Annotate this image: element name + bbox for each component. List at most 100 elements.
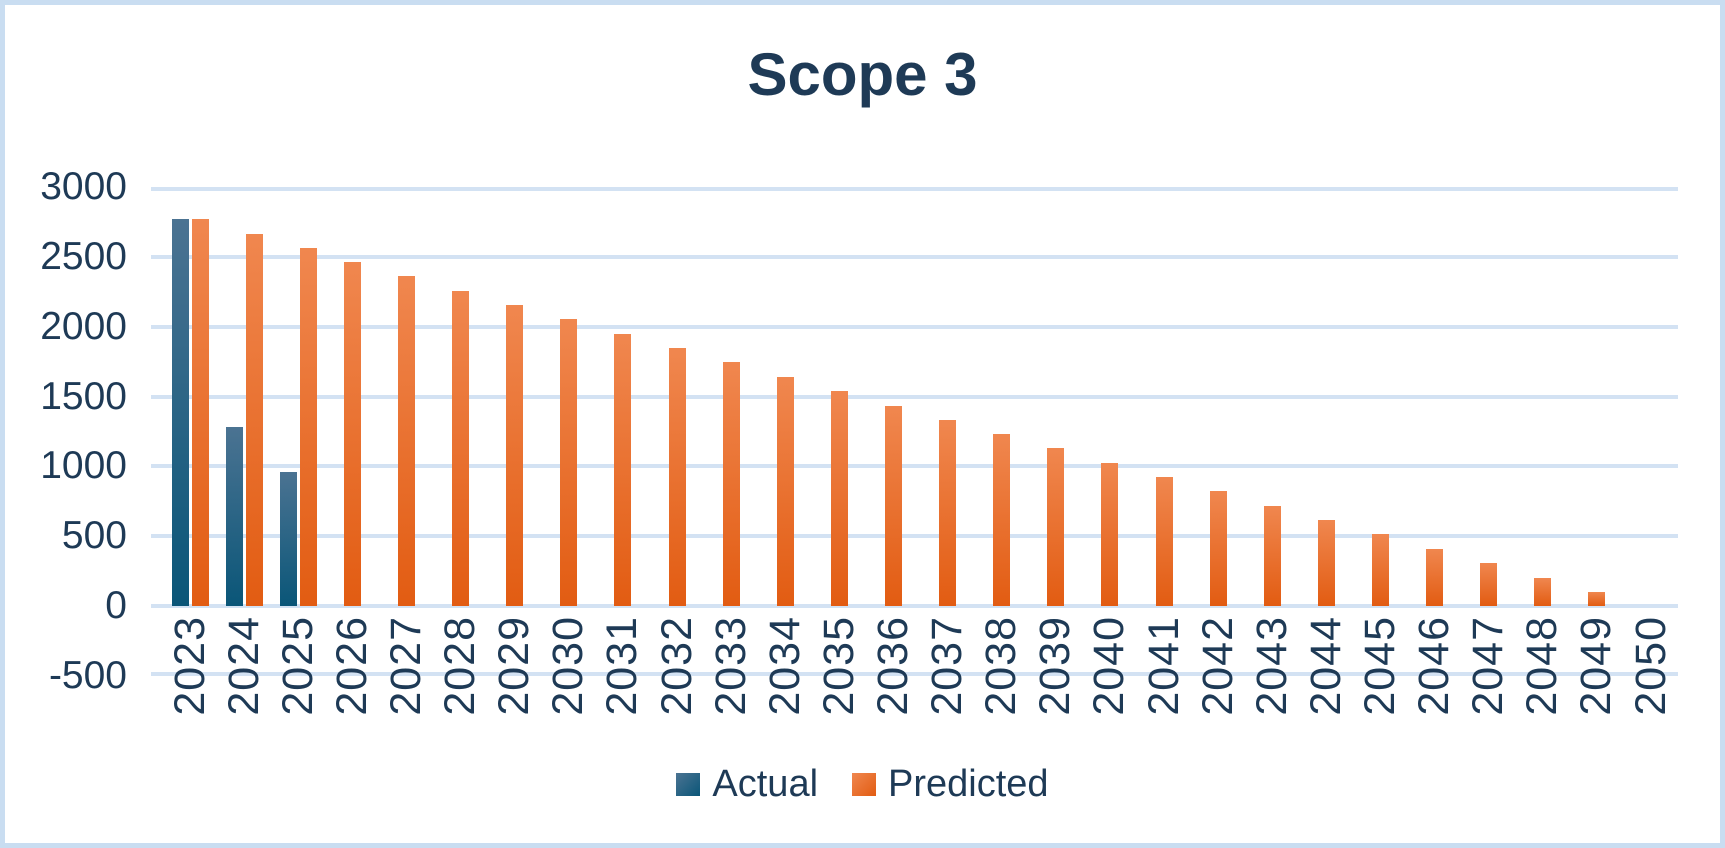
bar-predicted bbox=[1371, 534, 1389, 607]
x-axis-label-slot: 2024 bbox=[217, 616, 271, 716]
x-axis-label-slot: 2029 bbox=[488, 616, 542, 716]
bars-row bbox=[163, 187, 1678, 607]
legend-label-predicted: Predicted bbox=[888, 763, 1049, 805]
y-axis-tick bbox=[151, 324, 163, 329]
x-axis-label: 2033 bbox=[706, 616, 755, 716]
bar-predicted bbox=[614, 333, 632, 607]
category-group bbox=[758, 187, 812, 607]
category-group bbox=[163, 187, 217, 607]
x-axis-label: 2036 bbox=[868, 616, 917, 716]
category-group bbox=[542, 187, 596, 607]
bar-predicted bbox=[1047, 448, 1065, 607]
category-group bbox=[650, 187, 704, 607]
category-group bbox=[1570, 187, 1624, 607]
x-axis-label-slot: 2032 bbox=[650, 616, 704, 716]
x-axis-label: 2026 bbox=[327, 616, 376, 716]
x-axis-label-slot: 2031 bbox=[596, 616, 650, 716]
x-axis-label: 2040 bbox=[1085, 616, 1134, 716]
y-axis-label: 0 bbox=[105, 584, 127, 628]
x-axis-label-slot: 2044 bbox=[1299, 616, 1353, 716]
y-axis-tick bbox=[151, 394, 163, 399]
x-axis-label-slot: 2038 bbox=[975, 616, 1029, 716]
x-axis-label: 2034 bbox=[760, 616, 809, 716]
category-group bbox=[1353, 187, 1407, 607]
x-axis-label: 2042 bbox=[1193, 616, 1242, 716]
legend-swatch-actual-icon bbox=[676, 773, 701, 796]
gridline bbox=[163, 464, 1678, 469]
y-axis-label: 1000 bbox=[40, 444, 127, 488]
y-axis-label: 500 bbox=[61, 514, 127, 558]
x-axis-label-slot: 2040 bbox=[1083, 616, 1137, 716]
category-group bbox=[1408, 187, 1462, 607]
x-axis-label-slot: 2033 bbox=[704, 616, 758, 716]
y-axis-tick bbox=[151, 464, 163, 469]
bar-predicted bbox=[993, 434, 1011, 607]
bar-predicted bbox=[1155, 477, 1173, 607]
x-axis-label-slot: 2039 bbox=[1029, 616, 1083, 716]
category-group bbox=[975, 187, 1029, 607]
category-group bbox=[1191, 187, 1245, 607]
x-axis-label-slot: 2041 bbox=[1137, 616, 1191, 716]
y-axis-label: 1500 bbox=[40, 374, 127, 418]
x-axis-label: 2046 bbox=[1410, 616, 1459, 716]
category-group bbox=[1516, 187, 1570, 607]
bar-predicted bbox=[722, 362, 740, 607]
x-axis-label: 2031 bbox=[598, 616, 647, 716]
bar-predicted bbox=[668, 348, 686, 607]
bar-predicted bbox=[191, 219, 209, 607]
x-axis-label: 2045 bbox=[1355, 616, 1404, 716]
plot-area bbox=[151, 187, 1678, 676]
y-axis-label: -500 bbox=[48, 654, 127, 697]
bar-predicted bbox=[1480, 563, 1498, 607]
gridline bbox=[163, 394, 1678, 399]
bar-predicted bbox=[1588, 591, 1606, 607]
x-axis-label-slot: 2048 bbox=[1516, 616, 1570, 716]
legend-item-predicted: Predicted bbox=[852, 763, 1049, 806]
y-axis-tick bbox=[151, 604, 163, 609]
category-group bbox=[217, 187, 271, 607]
bar-predicted bbox=[884, 405, 902, 607]
bar-predicted bbox=[776, 376, 794, 607]
gridline bbox=[163, 254, 1678, 259]
x-axis-label-slot: 2037 bbox=[921, 616, 975, 716]
bar-actual bbox=[171, 219, 189, 607]
x-axis-label: 2028 bbox=[436, 616, 485, 716]
bar-predicted bbox=[343, 262, 361, 607]
x-axis-label: 2050 bbox=[1626, 616, 1675, 716]
y-axis-label: 2000 bbox=[40, 304, 127, 348]
category-group bbox=[1462, 187, 1516, 607]
category-group bbox=[866, 187, 920, 607]
x-axis-label: 2023 bbox=[165, 616, 214, 716]
bar-predicted bbox=[1426, 548, 1444, 607]
bar-predicted bbox=[245, 233, 263, 607]
bar-predicted bbox=[452, 290, 470, 607]
bar-actual bbox=[279, 472, 297, 607]
x-axis-labels: 2023 2024 2025 2026 2027 2028 2029 2030 2031 2032… bbox=[163, 616, 1678, 716]
category-group bbox=[1299, 187, 1353, 607]
x-axis-label: 2047 bbox=[1464, 616, 1513, 716]
x-axis-label: 2039 bbox=[1031, 616, 1080, 716]
legend-swatch-predicted-icon bbox=[852, 773, 877, 796]
bar-predicted bbox=[506, 305, 524, 607]
bar-predicted bbox=[560, 319, 578, 607]
bar-predicted bbox=[1317, 520, 1335, 607]
bar-actual bbox=[225, 426, 243, 607]
x-axis-label-slot: 2035 bbox=[812, 616, 866, 716]
category-group bbox=[434, 187, 488, 607]
chart-title: Scope 3 bbox=[747, 41, 978, 108]
category-group bbox=[921, 187, 975, 607]
x-axis-label-slot: 2025 bbox=[271, 616, 325, 716]
x-axis-label: 2043 bbox=[1247, 616, 1296, 716]
category-group bbox=[704, 187, 758, 607]
x-axis-label: 2024 bbox=[219, 616, 268, 716]
legend-item-actual: Actual bbox=[676, 763, 818, 806]
category-group bbox=[271, 187, 325, 607]
x-axis-label-slot: 2030 bbox=[542, 616, 596, 716]
gridline bbox=[163, 534, 1678, 539]
x-axis-label-slot: 2026 bbox=[325, 616, 379, 716]
y-axis-tick bbox=[151, 672, 163, 676]
category-group bbox=[596, 187, 650, 607]
x-axis-label: 2035 bbox=[814, 616, 863, 716]
x-axis-label: 2038 bbox=[977, 616, 1026, 716]
